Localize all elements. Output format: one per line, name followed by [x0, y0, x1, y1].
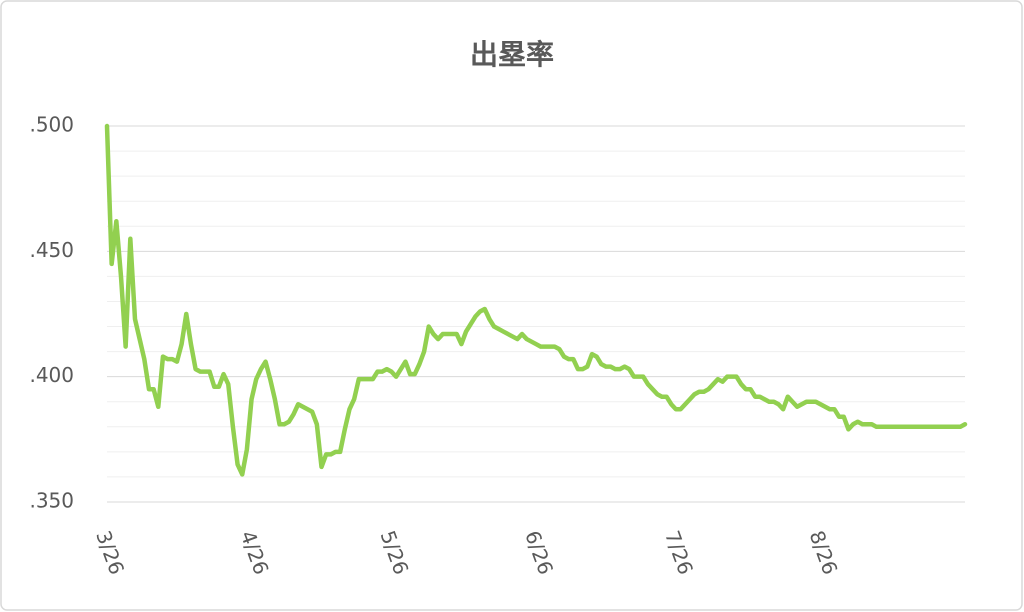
y-tick-label: .500 — [29, 113, 74, 137]
y-tick-label: .350 — [29, 489, 74, 513]
y-tick-label: .400 — [29, 363, 74, 387]
y-tick-label: .450 — [29, 238, 74, 262]
data-line — [104, 123, 968, 477]
chart-title: 出塁率 — [470, 38, 554, 71]
